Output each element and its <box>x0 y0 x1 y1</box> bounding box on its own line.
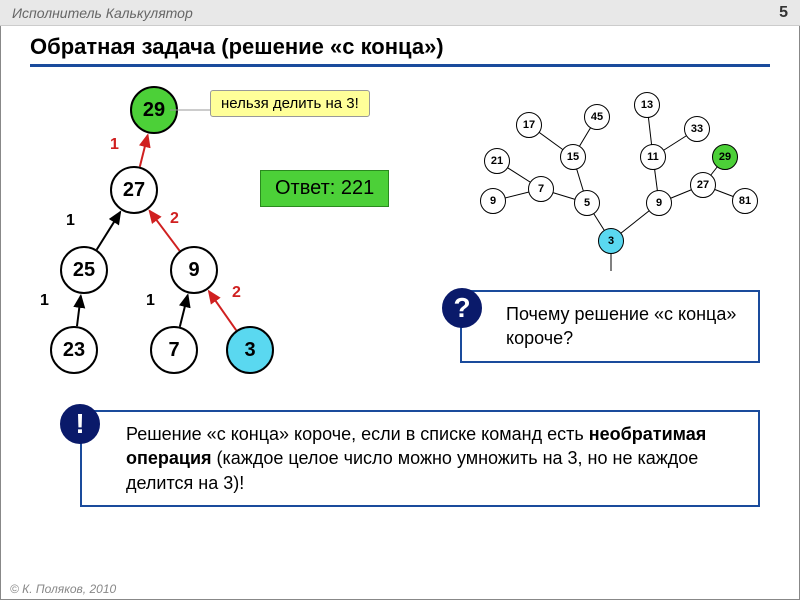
small-node-7: 7 <box>528 176 554 202</box>
big-node-27: 27 <box>110 166 158 214</box>
small-node-45: 45 <box>584 104 610 130</box>
exclamation-box: Решение «с конца» короче, если в списке … <box>80 410 760 507</box>
big-node-7: 7 <box>150 326 198 374</box>
big-node-9: 9 <box>170 246 218 294</box>
small-node-11: 11 <box>640 144 666 170</box>
header-title: Исполнитель Калькулятор <box>12 5 193 21</box>
exclamation-badge: ! <box>60 404 100 444</box>
edge-label: 2 <box>170 210 179 228</box>
edge-label: 1 <box>110 136 119 154</box>
exclamation-text: Решение «с конца» короче, если в списке … <box>126 424 706 493</box>
edge-label: 1 <box>146 292 155 310</box>
header-bar: Исполнитель Калькулятор 5 <box>0 0 800 26</box>
footer-text: © К. Поляков, 2010 <box>10 582 116 596</box>
big-node-23: 23 <box>50 326 98 374</box>
edge-label: 1 <box>66 212 75 230</box>
small-node-29: 29 <box>712 144 738 170</box>
small-node-3: 3 <box>598 228 624 254</box>
question-box: Почему решение «с конца» короче? <box>460 290 760 363</box>
big-node-3: 3 <box>226 326 274 374</box>
small-node-5: 5 <box>574 190 600 216</box>
small-node-9: 9 <box>480 188 506 214</box>
answer-box: Ответ: 221 <box>260 170 389 207</box>
edge-label: 2 <box>232 284 241 302</box>
question-text: Почему решение «с конца» короче? <box>506 304 736 348</box>
small-node-81: 81 <box>732 188 758 214</box>
small-node-17: 17 <box>516 112 542 138</box>
callout-box: нельзя делить на 3! <box>210 90 370 117</box>
big-node-29: 29 <box>130 86 178 134</box>
small-node-27: 27 <box>690 172 716 198</box>
stage: 29272592373 112112 нельзя делить на 3! О… <box>0 70 800 580</box>
question-badge: ? <box>442 288 482 328</box>
page-title: Обратная задача (решение «с конца») <box>30 34 770 60</box>
answer-text: Ответ: 221 <box>275 177 374 199</box>
edge-label: 1 <box>40 292 49 310</box>
title-row: Обратная задача (решение «с конца») <box>30 34 770 67</box>
callout-text: нельзя делить на 3! <box>221 95 359 112</box>
small-node-13: 13 <box>634 92 660 118</box>
big-node-25: 25 <box>60 246 108 294</box>
small-node-9: 9 <box>646 190 672 216</box>
small-node-21: 21 <box>484 148 510 174</box>
page-number: 5 <box>779 4 788 22</box>
small-node-33: 33 <box>684 116 710 142</box>
small-node-15: 15 <box>560 144 586 170</box>
